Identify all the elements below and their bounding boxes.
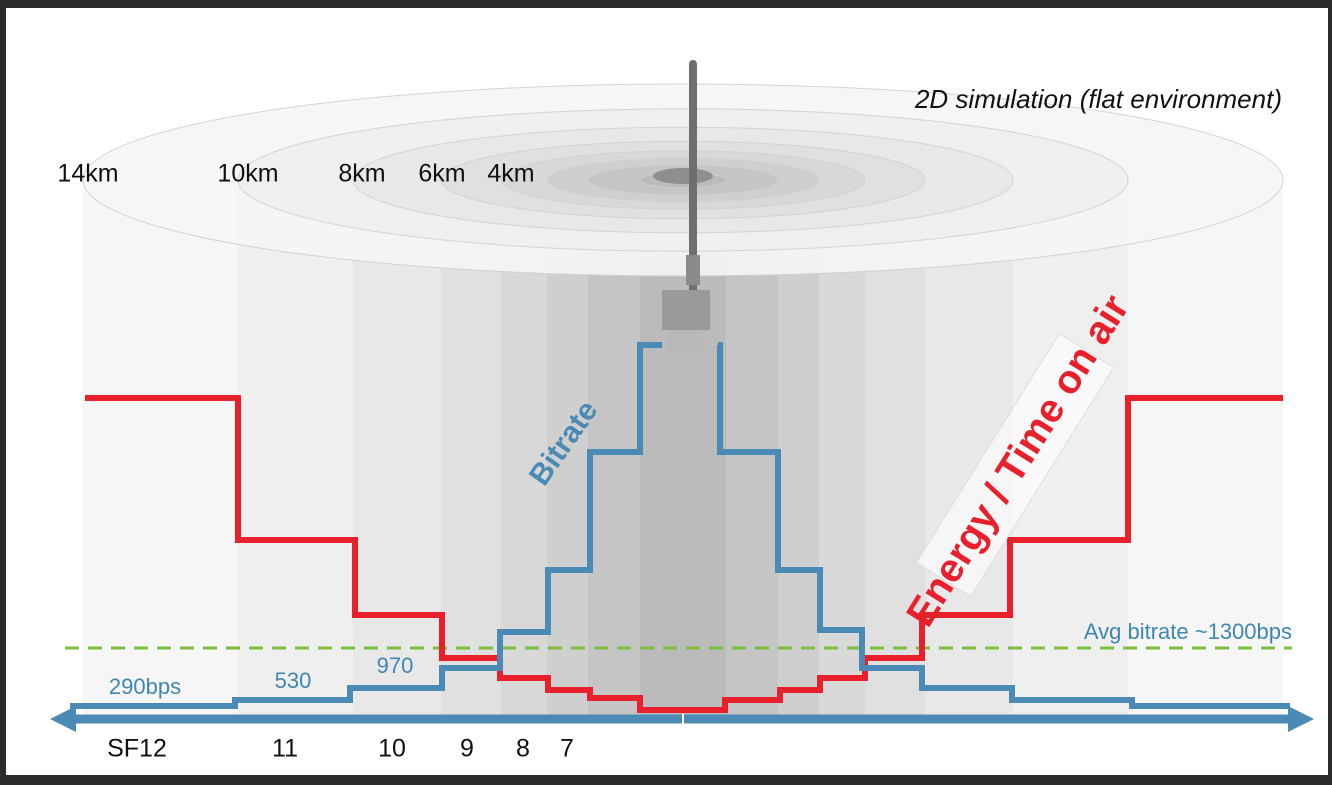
sf-label: 7 bbox=[560, 735, 574, 763]
antenna bbox=[662, 60, 710, 352]
distance-label: 6km bbox=[418, 160, 465, 188]
distance-label: 14km bbox=[57, 160, 118, 188]
range-cylinders bbox=[82, 83, 1284, 720]
sf-label: SF12 bbox=[107, 735, 167, 763]
range-ring-center bbox=[653, 168, 713, 184]
energy-curve bbox=[85, 395, 1283, 713]
distance-label: 10km bbox=[217, 160, 278, 188]
bitrate-value-label: 530 bbox=[275, 668, 312, 693]
bitrate-curve-right bbox=[717, 342, 1290, 709]
energy-label-box bbox=[915, 332, 1115, 598]
distance-label: 4km bbox=[487, 160, 534, 188]
sf-label: 9 bbox=[460, 735, 474, 763]
sf-label: 8 bbox=[516, 735, 530, 763]
bitrate-curve-left bbox=[70, 342, 662, 709]
sf-label: 10 bbox=[378, 735, 406, 763]
bitrate-value-label: 970 bbox=[377, 653, 414, 678]
bitrate-value-label: 290bps bbox=[109, 674, 181, 699]
sf-label: 11 bbox=[272, 735, 298, 763]
distance-label: 8km bbox=[338, 160, 385, 188]
distance-axis bbox=[50, 706, 1314, 732]
title: 2D simulation (flat environment) bbox=[914, 84, 1282, 114]
average-label: Avg bitrate ~1300bps bbox=[1084, 619, 1292, 644]
